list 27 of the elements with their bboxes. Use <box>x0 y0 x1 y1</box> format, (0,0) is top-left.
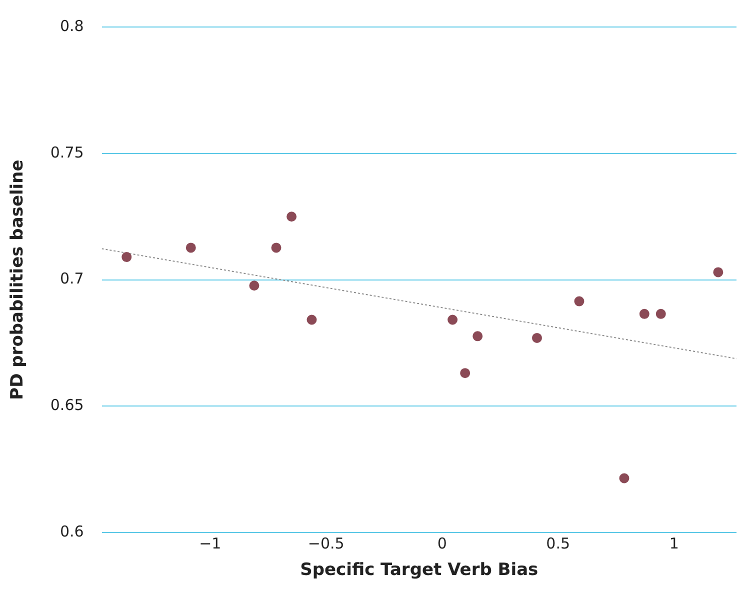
y-tick-label: 0.7 <box>60 270 84 288</box>
point <box>619 473 630 484</box>
point <box>286 212 297 222</box>
x-tick-label: 0.5 <box>546 534 570 552</box>
x-tick-label: 1 <box>669 534 679 552</box>
x-tick-label: 0 <box>437 534 447 552</box>
y-tick-label: 0.75 <box>50 143 84 162</box>
point <box>186 242 196 253</box>
point <box>656 308 666 319</box>
point <box>249 280 260 291</box>
x-tick-label: −1 <box>199 534 222 552</box>
point <box>574 296 584 306</box>
point <box>271 242 282 253</box>
point <box>713 267 724 278</box>
point <box>472 331 483 342</box>
point <box>460 368 470 378</box>
point <box>639 308 650 319</box>
point <box>532 332 542 343</box>
y-axis-title: PD probabilities baseline <box>8 160 28 400</box>
point <box>448 314 458 325</box>
point <box>122 252 132 262</box>
x-axis-title: Specific Target Verb Bias <box>300 560 538 580</box>
point <box>306 314 317 325</box>
y-tick-label: 0.6 <box>60 522 84 540</box>
y-tick-label: 0.8 <box>60 16 84 35</box>
x-tick-label: −0.5 <box>308 534 344 552</box>
y-tick-label: 0.65 <box>50 396 84 414</box>
